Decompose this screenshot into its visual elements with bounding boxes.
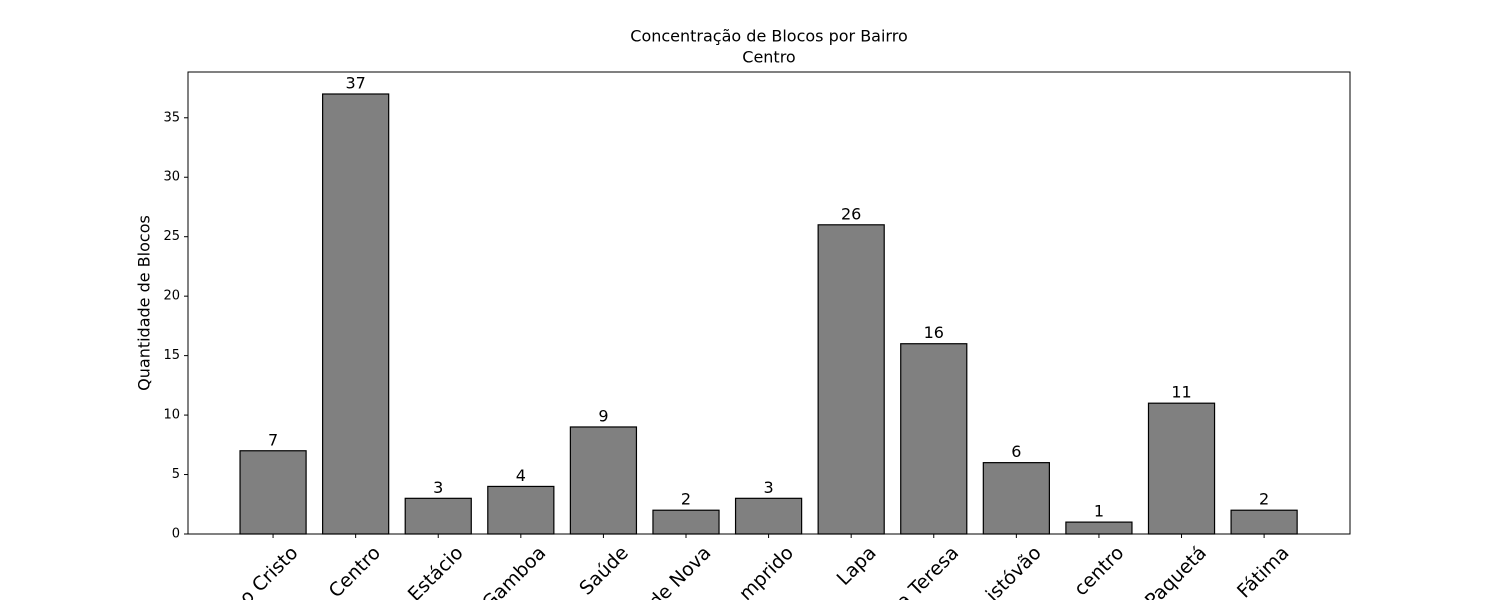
y-tick-label: 25 — [163, 229, 180, 244]
y-tick-label: 5 — [172, 467, 180, 482]
value-label: 37 — [345, 74, 365, 93]
y-tick-label: 15 — [163, 348, 180, 363]
y-tick-label: 0 — [172, 527, 180, 542]
x-tick-label: Lapa — [833, 542, 881, 590]
bar — [569, 426, 638, 535]
x-tick-label: istóvão — [982, 542, 1046, 600]
bar — [900, 343, 968, 535]
chart-subtitle: Centro — [742, 48, 795, 67]
value-label: 6 — [1011, 442, 1021, 461]
bar — [734, 497, 803, 535]
value-label: 3 — [763, 478, 773, 497]
y-tick-label: 30 — [163, 170, 180, 185]
bar — [1147, 402, 1216, 535]
x-tick-label: Estácio — [404, 542, 468, 600]
bar — [239, 450, 307, 535]
chart-title: Concentração de Blocos por Bairro — [630, 27, 907, 46]
x-tick-label: a Teresa — [892, 542, 963, 600]
x-tick-label: centro — [1070, 542, 1128, 600]
value-label: 16 — [924, 323, 944, 342]
value-label: 1 — [1094, 502, 1104, 521]
bar — [404, 497, 472, 535]
value-label: 26 — [841, 204, 861, 223]
bar — [1230, 509, 1298, 535]
bar — [817, 224, 885, 535]
y-tick-label: 35 — [163, 110, 180, 125]
value-label: 7 — [268, 430, 278, 449]
x-tick-label: mprido — [735, 542, 798, 600]
plot-frame — [187, 71, 1351, 535]
value-label: 3 — [433, 478, 443, 497]
bar — [982, 462, 1050, 535]
x-tick-label: Paquetá — [1141, 542, 1211, 600]
x-tick-label: Fátima — [1233, 542, 1294, 600]
bar — [652, 509, 720, 535]
value-label: 11 — [1171, 383, 1191, 402]
value-label: 9 — [598, 406, 608, 425]
bar — [1065, 521, 1133, 535]
y-axis-label: Quantidade de Blocos — [135, 215, 154, 391]
x-tick-label: Centro — [325, 542, 385, 600]
x-tick-label: Gamboa — [478, 542, 550, 600]
value-label: 4 — [516, 466, 526, 485]
bar — [322, 93, 390, 535]
value-label: 2 — [681, 490, 691, 509]
x-tick-label: Saúde — [575, 542, 633, 600]
x-tick-label: o Cristo — [235, 542, 302, 600]
value-label: 2 — [1259, 490, 1269, 509]
bar — [487, 485, 555, 535]
y-tick-label: 20 — [163, 289, 180, 304]
y-tick-label: 10 — [163, 408, 180, 423]
x-tick-label: de Nova — [644, 542, 715, 600]
